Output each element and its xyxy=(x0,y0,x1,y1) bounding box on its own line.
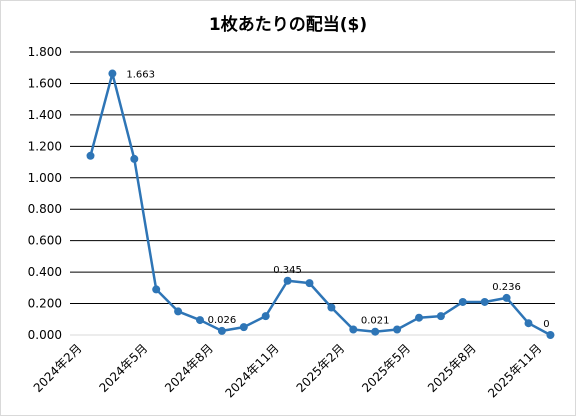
data-label: 0.026 xyxy=(208,315,237,326)
y-tick-label: 1.000 xyxy=(28,171,62,185)
data-point xyxy=(327,303,336,312)
gridlines xyxy=(70,51,555,336)
y-tick-label: 0.800 xyxy=(28,202,62,216)
data-point xyxy=(546,331,555,339)
data-point xyxy=(86,151,95,160)
data-point xyxy=(108,69,117,78)
data-point xyxy=(152,285,161,294)
y-tick-label: 1.200 xyxy=(28,139,62,153)
data-point xyxy=(239,323,248,332)
x-axis-tick-labels: 2024年2月 2024年5月 2024年8月 2024年11月 2025年2月 2025… xyxy=(31,341,545,400)
x-tick-label: 2025年8月 xyxy=(425,341,479,395)
x-tick-label: 2025年11月 xyxy=(485,341,544,400)
data-point xyxy=(196,316,204,325)
x-tick-label: 2025年2月 xyxy=(294,341,348,395)
data-point xyxy=(349,325,358,334)
chart-title: 1枚あたりの配当($) xyxy=(208,15,368,35)
y-tick-label: 0.000 xyxy=(28,328,62,342)
y-tick-label: 0.200 xyxy=(28,297,62,311)
data-label: 0.345 xyxy=(273,265,302,276)
x-tick-label: 2024年2月 xyxy=(31,341,85,395)
data-point xyxy=(217,326,226,335)
series-points xyxy=(86,69,555,339)
data-point xyxy=(393,325,402,334)
data-point xyxy=(415,313,423,322)
series-line xyxy=(89,72,551,337)
data-point xyxy=(480,297,489,306)
data-point xyxy=(261,312,270,321)
y-axis-tick-labels: 0.000 0.200 0.400 0.600 0.800 1.000 1.200 1.400… xyxy=(28,45,62,342)
data-point xyxy=(371,327,380,336)
x-tick-label: 2025年5月 xyxy=(359,341,413,395)
data-label: 0.021 xyxy=(361,316,390,327)
data-label: 1.663 xyxy=(126,70,155,81)
x-tick-label: 2024年8月 xyxy=(162,341,216,395)
y-tick-label: 1.800 xyxy=(28,45,62,59)
data-point xyxy=(436,312,445,321)
x-tick-label: 2024年11月 xyxy=(222,341,281,400)
data-point xyxy=(524,319,533,328)
y-tick-label: 1.600 xyxy=(28,76,62,90)
data-label: 0 xyxy=(543,319,549,330)
y-tick-label: 1.400 xyxy=(28,108,62,122)
data-point xyxy=(283,276,292,285)
data-point xyxy=(458,297,467,306)
data-point xyxy=(502,293,511,302)
x-tick-label: 2024年5月 xyxy=(96,341,150,395)
data-labels: 1.663 0.026 0.345 0.021 0.236 0 xyxy=(126,70,549,330)
data-label: 0.236 xyxy=(492,282,521,293)
data-point xyxy=(130,154,139,163)
y-tick-label: 0.400 xyxy=(28,265,62,279)
data-point xyxy=(305,279,314,288)
data-point xyxy=(174,307,183,316)
series-polyline xyxy=(89,72,551,337)
y-tick-label: 0.600 xyxy=(28,234,62,248)
